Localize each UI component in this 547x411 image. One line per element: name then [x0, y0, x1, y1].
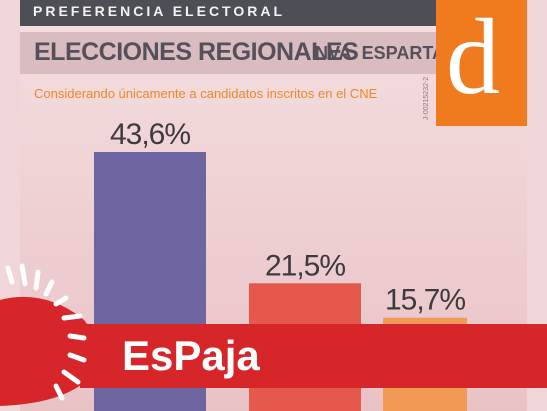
brand-banner	[80, 324, 547, 388]
title-bar	[20, 32, 436, 74]
logo-block	[436, 0, 527, 126]
brand-banner-text: EsPaja	[122, 332, 260, 379]
bar-label-3: 15,7%	[385, 284, 465, 317]
header-bar	[20, 0, 436, 26]
bar-label-2: 21,5%	[265, 249, 345, 282]
seal-emblem-icon	[0, 263, 96, 406]
outer-border-right	[527, 0, 547, 411]
kicker-text: PREFERENCIA ELECTORAL	[33, 3, 286, 19]
subtitle: Considerando únicamente a candidatos ins…	[34, 86, 378, 101]
region-label: NVA. ESPARTA	[315, 43, 446, 63]
bar-label-1: 43,6%	[110, 118, 190, 151]
logo-letter: d	[446, 0, 500, 117]
page-title: ELECCIONES REGIONALES	[34, 38, 359, 66]
